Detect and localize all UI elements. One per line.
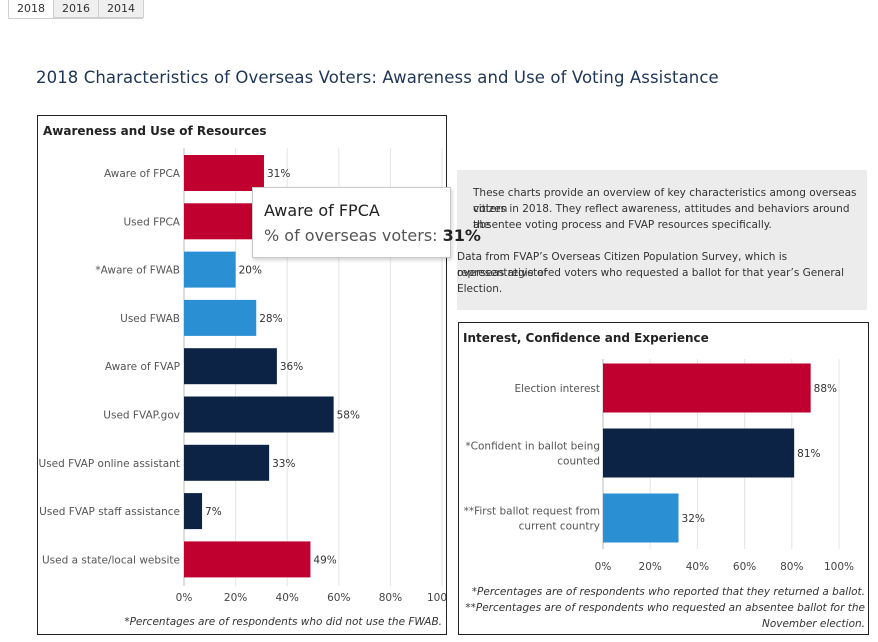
bar — [603, 428, 795, 478]
x-tick-label: 60% — [327, 592, 350, 604]
data-label: 33% — [272, 458, 295, 470]
x-tick-label: 20% — [224, 592, 247, 604]
tab-2018[interactable]: 2018 — [8, 0, 54, 18]
interest-chart-title: Interest, Confidence and Experience — [463, 331, 709, 345]
awareness-chart: 0% 20% 40% 60% 80% 100% 31% Aware of FPCA 28% Use… — [39, 148, 446, 604]
x-tick-label: 100% — [824, 561, 854, 573]
category-label: counted — [557, 456, 600, 468]
data-label: 58% — [337, 410, 360, 422]
category-label: Used FVAP.gov — [103, 410, 180, 422]
tab-2014[interactable]: 2014 — [98, 0, 144, 18]
tooltip-title: Aware of FPCA — [264, 201, 380, 220]
bar — [184, 299, 257, 336]
bar — [184, 348, 277, 385]
awareness-footnote: *Percentages are of respondents who did … — [124, 616, 442, 628]
x-tick-label: 40% — [276, 592, 299, 604]
interest-footnote-1: *Percentages are of respondents who repo… — [471, 586, 865, 598]
category-label: Used FWAB — [120, 313, 180, 325]
x-tick-label: 60% — [733, 561, 756, 573]
awareness-chart-title: Awareness and Use of Resources — [43, 124, 267, 138]
category-label: Used FPCA — [123, 216, 180, 228]
x-tick-label: 0% — [176, 592, 193, 604]
tooltip-measure-label: % of overseas voters: — [264, 226, 438, 245]
info-line: These charts provide an overview of key … — [473, 187, 857, 215]
info-line: Election. — [457, 283, 503, 295]
tab-2016[interactable]: 2016 — [53, 0, 99, 18]
data-label: 88% — [814, 383, 837, 395]
data-label: 81% — [797, 448, 820, 460]
category-label: Aware of FVAP — [105, 361, 180, 373]
tooltip-measure-value: 31% — [442, 226, 481, 245]
bar — [184, 203, 257, 240]
info-box: These charts provide an overview of key … — [457, 170, 867, 310]
x-tick-label: 20% — [639, 561, 662, 573]
data-label: 28% — [259, 313, 282, 325]
data-label: 49% — [313, 554, 336, 566]
category-label: *Confident in ballot being — [465, 441, 600, 453]
x-tick-label: 80% — [780, 561, 803, 573]
data-label: 31% — [267, 168, 290, 180]
category-label: Aware of FPCA — [104, 168, 181, 180]
category-label: Election interest — [514, 383, 600, 395]
bar — [184, 396, 334, 433]
category-label: *Aware of FWAB — [95, 265, 180, 277]
category-label: Used FVAP online assistant — [39, 458, 180, 470]
x-tick-label: 80% — [379, 592, 402, 604]
interest-footnote-3: November election. — [761, 618, 865, 630]
category-label: **First ballot request from — [464, 506, 600, 518]
data-label: 36% — [280, 361, 303, 373]
category-label: Used a state/local website — [42, 554, 180, 566]
bar — [184, 251, 236, 288]
x-tick-label: 40% — [686, 561, 709, 573]
bar — [184, 493, 203, 530]
info-line: voters in 2018. They reflect awareness, … — [473, 203, 850, 231]
category-label: Used FVAP staff assistance — [39, 506, 180, 518]
bar — [184, 444, 270, 481]
info-line: absentee voting process and FVAP resourc… — [473, 219, 772, 231]
data-label: 32% — [682, 513, 705, 525]
tooltip-measure: % of overseas voters: 31% — [264, 226, 481, 245]
interest-chart-panel: Interest, Confidence and Experience 0% 20… — [458, 322, 869, 635]
interest-footnote-2: **Percentages are of respondents who req… — [465, 602, 865, 614]
page-title: 2018 Characteristics of Overseas Voters:… — [36, 68, 719, 87]
info-line: Data from FVAP’s Overseas Citizen Popula… — [457, 251, 788, 279]
bar — [184, 155, 264, 191]
data-label: 20% — [239, 265, 262, 277]
interest-chart: 0% 20% 40% 60% 80% 100% 88% Election interest 81… — [464, 359, 854, 573]
bar — [184, 541, 311, 578]
info-line: overseas registered voters who requested… — [457, 267, 845, 279]
bar — [603, 493, 679, 543]
tooltip: Aware of FPCA % of overseas voters: 31% — [252, 187, 481, 258]
bar — [603, 363, 811, 413]
x-tick-label: 100% — [427, 592, 446, 604]
x-tick-label: 0% — [595, 561, 612, 573]
year-tabs: 2018 2016 2014 — [8, 0, 144, 19]
category-label: current country — [519, 521, 600, 533]
data-label: 7% — [205, 506, 222, 518]
